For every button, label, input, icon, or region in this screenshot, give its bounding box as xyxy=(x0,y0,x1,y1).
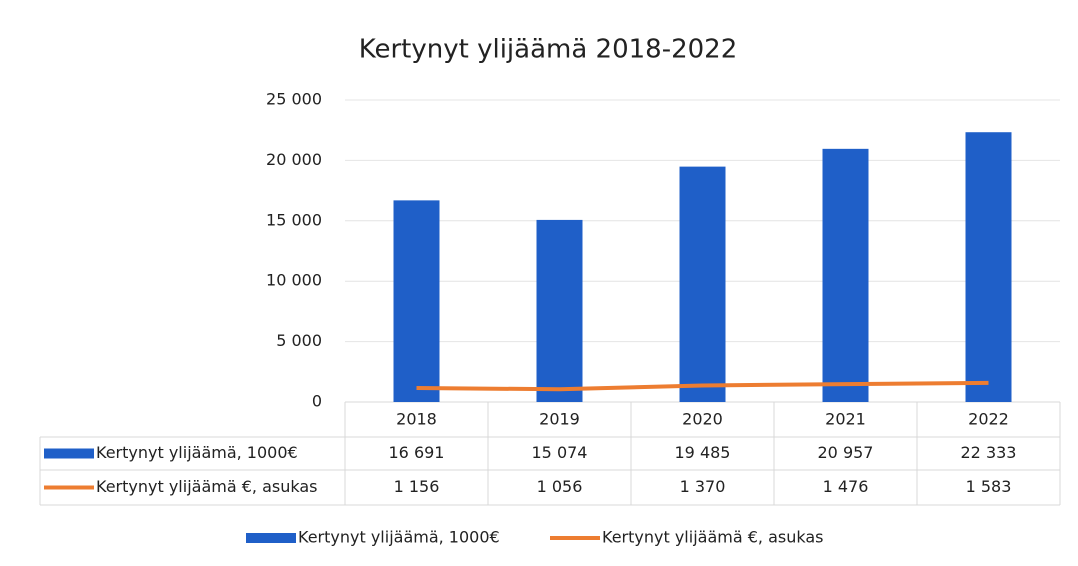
bar xyxy=(679,166,726,402)
table-value: 19 485 xyxy=(675,443,731,462)
x-tick-label: 2019 xyxy=(539,410,580,429)
y-tick-label: 0 xyxy=(312,392,322,411)
legend-label: Kertynyt ylijäämä, 1000€ xyxy=(298,528,500,547)
table-value: 1 476 xyxy=(823,477,869,496)
x-tick-label: 2018 xyxy=(396,410,437,429)
y-tick-label: 15 000 xyxy=(266,210,322,229)
bar xyxy=(393,200,440,402)
x-tick-label: 2020 xyxy=(682,410,723,429)
table-value: 1 156 xyxy=(394,477,440,496)
y-tick-label: 20 000 xyxy=(266,150,322,169)
line xyxy=(416,380,989,392)
bar xyxy=(965,132,1012,403)
table-legend-key xyxy=(44,448,94,459)
table-value: 22 333 xyxy=(961,443,1017,462)
bar xyxy=(822,148,869,402)
table-value: 1 583 xyxy=(966,477,1012,496)
table-row-label: Kertynyt ylijäämä €, asukas xyxy=(96,477,317,496)
x-tick-label: 2022 xyxy=(968,410,1009,429)
chart-title: Kertynyt ylijäämä 2018-2022 xyxy=(359,35,738,65)
table-value: 1 056 xyxy=(537,477,583,496)
x-tick-label: 2021 xyxy=(825,410,866,429)
table-value: 1 370 xyxy=(680,477,726,496)
table-value: 20 957 xyxy=(818,443,874,462)
y-tick-label: 10 000 xyxy=(266,271,322,290)
legend-label: Kertynyt ylijäämä €, asukas xyxy=(602,528,823,547)
y-tick-label: 25 000 xyxy=(266,90,322,109)
table-row-label: Kertynyt ylijäämä, 1000€ xyxy=(96,443,298,462)
table-value: 15 074 xyxy=(532,443,588,462)
bar xyxy=(536,219,583,402)
y-tick-label: 5 000 xyxy=(276,331,322,350)
legend-key xyxy=(246,533,296,543)
table-value: 16 691 xyxy=(389,443,445,462)
